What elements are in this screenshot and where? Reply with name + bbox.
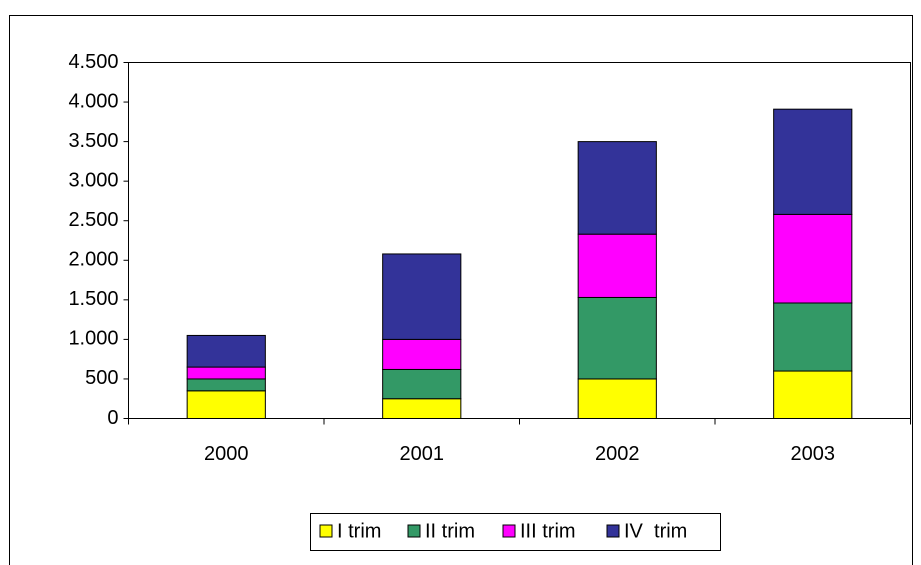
legend-swatch [502,524,516,538]
legend-label: II trim [425,520,475,542]
x-tick-label: 2001 [400,443,445,465]
legend-swatch [407,524,421,538]
bar-segment [186,378,266,392]
x-tick-label: 2002 [595,443,640,465]
y-tick-label: 4.500 [68,51,118,73]
bar-segment [186,390,266,419]
bar-segment [577,296,657,380]
legend-swatch [319,524,333,538]
y-tick-label: 4.000 [68,90,118,112]
x-tick-label: 2003 [791,443,836,465]
bar-segment [382,338,462,370]
legend-swatch [606,524,620,538]
bar-segment [577,141,657,235]
y-tick-label: 2.000 [68,249,118,271]
y-tick-label: 0 [107,407,118,429]
bar-segment [186,366,266,380]
bar-segment [773,370,853,419]
bar-segment [577,378,657,420]
bar-segment [773,108,853,215]
bar-segment [186,334,266,368]
y-tick-label: 3.000 [68,169,118,191]
y-tick-label: 3.500 [68,130,118,152]
bar-segment [382,368,462,400]
bar-segment [382,398,462,420]
bar-segment [577,233,657,298]
bar-segment [773,302,853,372]
legend-label: IV trim [624,520,687,542]
legend-label: I trim [337,520,381,542]
y-tick-label: 2.500 [68,209,118,231]
bar-segment [773,213,853,304]
y-tick-label: 1.500 [68,288,118,310]
x-tick-label: 2000 [204,443,249,465]
legend-label: III trim [520,520,576,542]
y-tick-label: 1.000 [68,328,118,350]
bar-segment [382,253,462,340]
y-tick-label: 500 [85,367,118,389]
